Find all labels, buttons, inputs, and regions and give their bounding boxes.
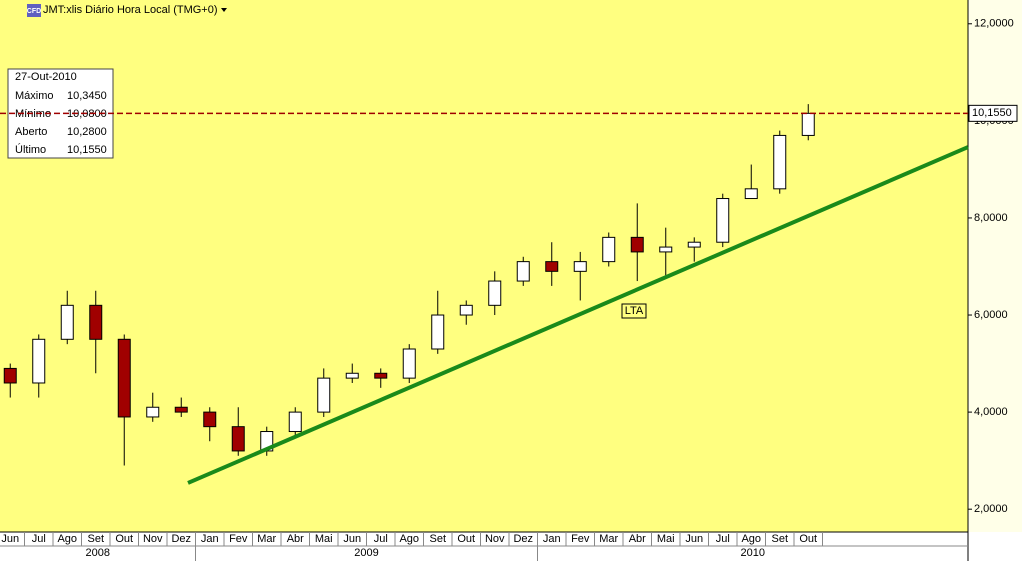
info-value: 10,1550 xyxy=(67,144,107,156)
y-tick-label: 6,0000 xyxy=(974,309,1008,321)
candle-body xyxy=(773,134,787,190)
candle-body xyxy=(345,372,359,379)
candle-body xyxy=(317,377,331,413)
candle-body xyxy=(231,426,245,452)
x-tick-label: Dez xyxy=(171,533,191,545)
candle-body xyxy=(60,304,74,340)
icon-text: CFD xyxy=(27,8,41,15)
x-tick-label: Dez xyxy=(513,533,533,545)
x-tick-label: Fev xyxy=(571,533,590,545)
year-label: 2008 xyxy=(86,547,110,559)
x-tick-label: Ago xyxy=(741,533,761,545)
x-tick-label: Jun xyxy=(1,533,19,545)
candle-body xyxy=(659,246,673,253)
info-label: Último xyxy=(15,143,46,156)
icon xyxy=(27,4,41,17)
candle-body xyxy=(801,112,815,136)
info-value: 10,3450 xyxy=(67,90,107,102)
candle-body xyxy=(602,236,616,263)
x-tick-label: Jan xyxy=(201,533,219,545)
candle-body xyxy=(32,338,46,384)
x-tick-label: Mai xyxy=(315,533,333,545)
candle-body xyxy=(117,338,131,418)
candle-body xyxy=(146,406,160,418)
candle-body xyxy=(459,304,473,316)
candle-body xyxy=(573,261,587,272)
candle-body xyxy=(174,406,188,413)
candle-body xyxy=(716,198,730,243)
info-value: 10,2800 xyxy=(67,126,107,138)
candle-body xyxy=(545,261,559,272)
candle-body xyxy=(288,411,302,433)
info-date: 27-Out-2010 xyxy=(15,71,77,83)
y-tick-label: 8,0000 xyxy=(974,212,1008,224)
x-tick-label: Jul xyxy=(32,533,46,545)
dropdown-arrow[interactable] xyxy=(221,8,227,12)
candle-body xyxy=(488,280,502,306)
x-tick-label: Jul xyxy=(716,533,730,545)
y-tick-label: 4,0000 xyxy=(974,406,1008,418)
year-label: 2010 xyxy=(741,547,765,559)
last-price-box xyxy=(968,104,1018,122)
info-label: Mínimo xyxy=(15,108,51,120)
x-tick-label: Fev xyxy=(229,533,248,545)
trendline-label: LTA xyxy=(625,305,644,317)
x-tick-label: Abr xyxy=(629,533,646,545)
info-label: Aberto xyxy=(15,126,47,138)
x-tick-label: Set xyxy=(87,533,104,545)
candle-body xyxy=(374,372,388,379)
plot-background xyxy=(0,0,968,532)
x-tick-label: Nov xyxy=(485,533,505,545)
x-tick-label: Out xyxy=(799,533,817,545)
candle-body xyxy=(516,261,530,282)
candle-body xyxy=(3,367,17,384)
candle-body xyxy=(431,314,445,350)
x-tick-label: Ago xyxy=(399,533,419,545)
y-tick-label: 12,0000 xyxy=(974,18,1014,30)
y-tick-label: 2,0000 xyxy=(974,503,1008,515)
info-label: Máximo xyxy=(15,90,54,102)
year-label: 2009 xyxy=(354,547,378,559)
last-price-label: 10,1550 xyxy=(972,107,1012,119)
x-tick-label: Mar xyxy=(257,533,276,545)
x-tick-label: Jul xyxy=(374,533,388,545)
x-tick-label: Nov xyxy=(143,533,163,545)
x-tick-label: Set xyxy=(771,533,788,545)
trendline xyxy=(187,145,969,485)
x-tick-label: Mar xyxy=(599,533,618,545)
candle-body xyxy=(744,188,758,200)
x-tick-label: Set xyxy=(429,533,446,545)
candle-body xyxy=(402,348,416,379)
x-tick-label: Jun xyxy=(343,533,361,545)
candle-body xyxy=(89,304,103,340)
x-tick-label: Abr xyxy=(287,533,304,545)
chart-title[interactable]: JMT:xlis Diário Hora Local (TMG+0) xyxy=(43,4,218,16)
x-tick-label: Out xyxy=(115,533,133,545)
x-tick-label: Mai xyxy=(657,533,675,545)
x-tick-label: Jun xyxy=(685,533,703,545)
candle-body xyxy=(203,411,217,428)
x-tick-label: Out xyxy=(457,533,475,545)
x-tick-label: Jan xyxy=(543,533,561,545)
axis-background xyxy=(968,0,1022,532)
candle-body xyxy=(630,236,644,253)
trendline-label-box xyxy=(621,303,647,319)
candle-body xyxy=(687,241,701,248)
plot: LTA xyxy=(3,104,969,485)
x-tick-label: Ago xyxy=(57,533,77,545)
